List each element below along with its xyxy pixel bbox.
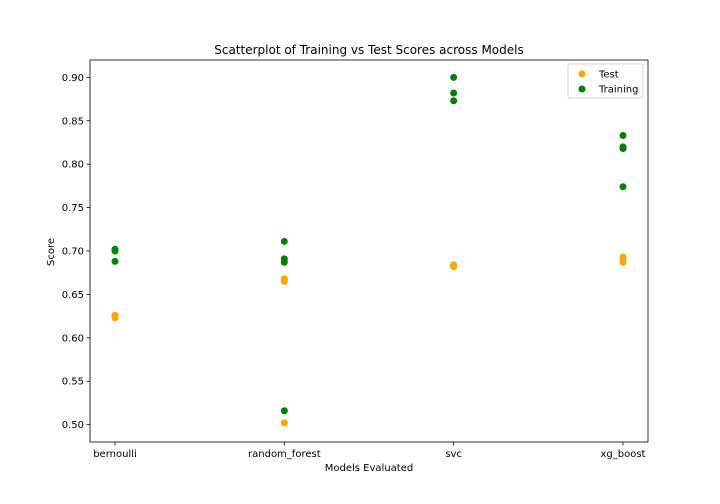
data-point-training (450, 73, 458, 81)
y-tick-label: 0.75 (62, 203, 84, 214)
y-tick-label: 0.70 (62, 247, 84, 258)
data-point-training (111, 257, 119, 265)
x-axis-label: Models Evaluated (325, 463, 413, 474)
y-axis-label: Score (46, 238, 57, 266)
data-point-training (280, 237, 288, 245)
data-point-training (619, 145, 627, 153)
y-tick-label: 0.90 (62, 73, 84, 84)
chart-title: Scatterplot of Training vs Test Scores a… (214, 43, 524, 57)
series-test (111, 253, 627, 427)
data-point-test (111, 312, 119, 320)
y-tick-label: 0.65 (62, 290, 84, 301)
data-point-training (619, 132, 627, 140)
y-tick-label: 0.50 (62, 420, 84, 431)
x-tick-label: svc (445, 449, 462, 460)
data-point-training (450, 97, 458, 105)
x-tick-label: xg_boost (601, 449, 646, 460)
y-tick-label: 0.85 (62, 116, 84, 127)
data-point-test (619, 258, 627, 266)
data-point-test (280, 277, 288, 285)
series-training (111, 73, 627, 415)
data-point-training (280, 407, 288, 415)
data-point-test (280, 419, 288, 427)
legend-label-training: Training (598, 85, 638, 96)
data-point-test (450, 262, 458, 270)
data-points (111, 73, 627, 427)
plot-area (89, 59, 649, 443)
data-point-training (619, 183, 627, 191)
y-axis-ticks: 0.50 0.55 0.60 0.65 0.70 0.75 0.80 0.85 0.90 (62, 73, 90, 431)
legend: Test Training (567, 63, 644, 99)
x-tick-label: bernoulli (93, 449, 137, 460)
y-tick-label: 0.60 (62, 333, 84, 344)
y-tick-label: 0.80 (62, 160, 84, 171)
legend-marker-test (578, 70, 586, 78)
axes-frame (89, 59, 649, 443)
y-tick-label: 0.55 (62, 377, 84, 388)
data-point-training (280, 258, 288, 266)
x-axis-ticks: bernoulli random_forest svc xg_boost (93, 442, 646, 460)
legend-box (567, 63, 644, 99)
legend-label-test: Test (598, 70, 619, 81)
data-point-training (111, 247, 119, 255)
legend-marker-training (578, 85, 586, 93)
x-tick-label: random_forest (248, 449, 321, 460)
data-point-training (450, 89, 458, 97)
